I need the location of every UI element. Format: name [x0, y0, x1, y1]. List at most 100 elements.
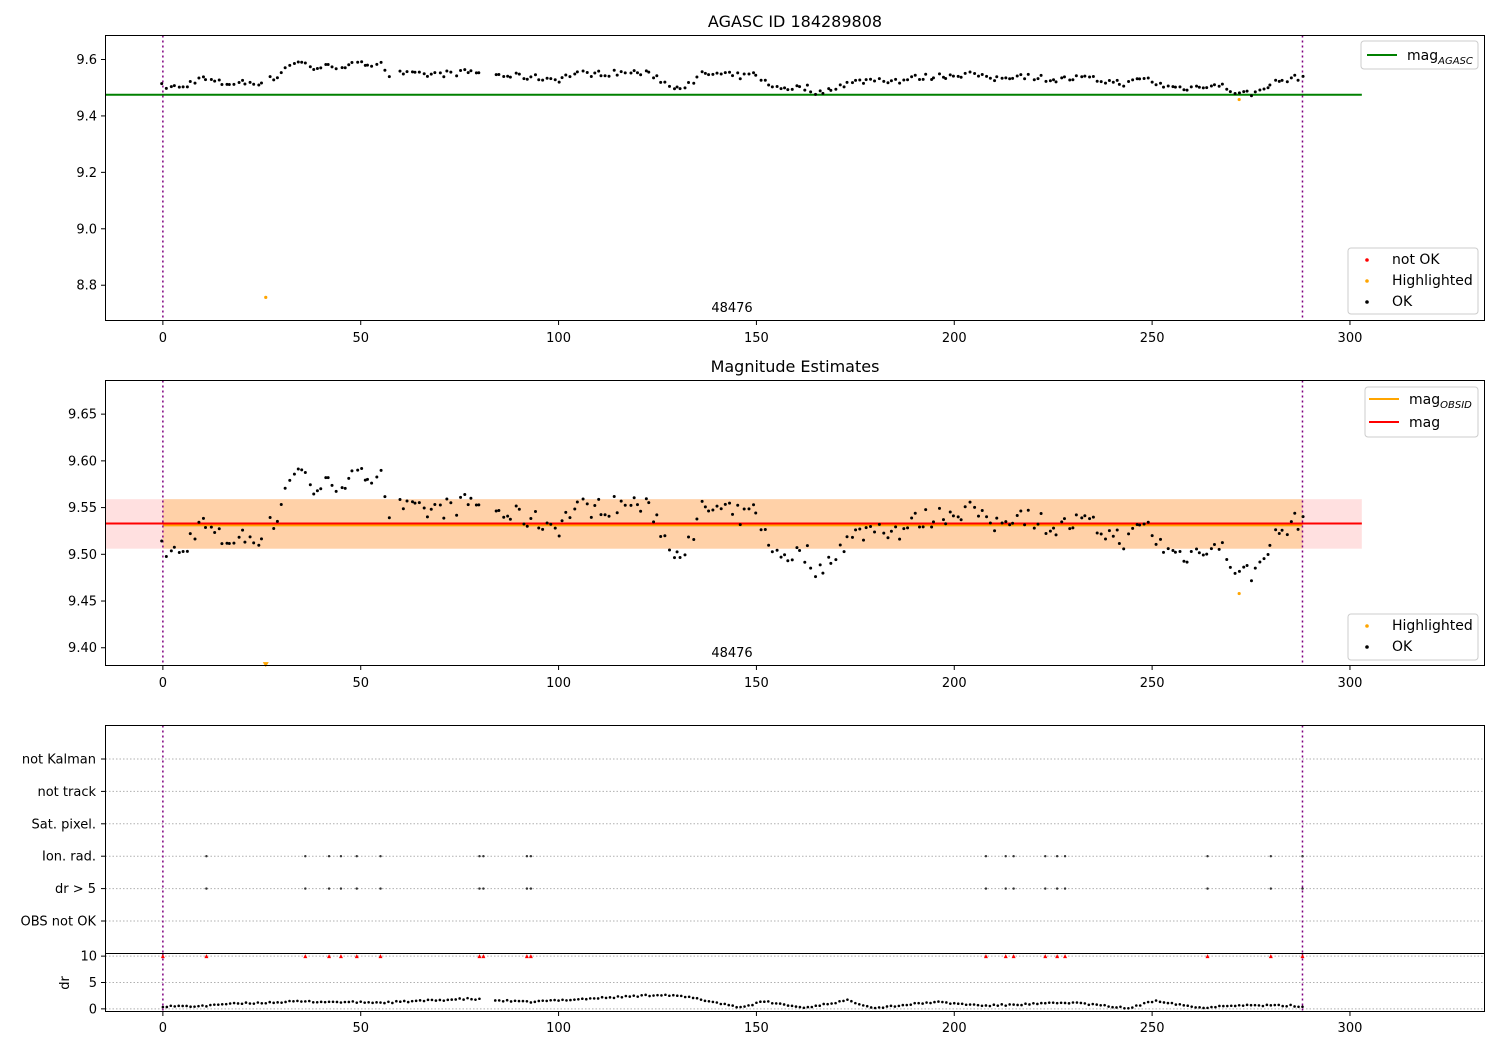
ok-point — [1212, 83, 1216, 87]
dr-clipped-marker — [378, 954, 383, 959]
estimates-title: Magnitude Estimates — [711, 357, 880, 376]
dr-point — [660, 994, 663, 997]
dr-point — [846, 998, 849, 1001]
dr-point — [1138, 1004, 1142, 1007]
ok-point — [711, 72, 715, 76]
dr-point — [1071, 1001, 1075, 1004]
ok-point — [829, 561, 833, 565]
ok-point — [1245, 563, 1249, 567]
ok-point — [635, 71, 639, 75]
dr-point — [173, 1005, 177, 1008]
dr-point — [1273, 1003, 1277, 1007]
dr-point — [1245, 1003, 1249, 1007]
ok-point — [995, 75, 999, 79]
dr-point — [715, 1001, 719, 1004]
dr-point — [877, 1006, 881, 1009]
agasc-ok-points — [160, 60, 1305, 98]
dr-point — [838, 999, 841, 1003]
ok-point — [976, 514, 980, 518]
dr-point — [581, 997, 584, 1001]
ok-point — [1154, 83, 1158, 87]
dr-clipped-marker — [524, 954, 529, 959]
estimates-line-legend: magOBSID mag — [1364, 386, 1479, 438]
dr-point — [964, 1003, 968, 1007]
ok-point — [1071, 78, 1075, 82]
ok-point — [707, 509, 711, 513]
legend-not-ok-marker — [1365, 258, 1369, 262]
dr-point — [834, 1001, 837, 1005]
dr-axes-frame — [105, 953, 1485, 1012]
dr-point — [1115, 1006, 1118, 1009]
ok-point — [1293, 511, 1297, 515]
ok-point — [188, 532, 192, 536]
dr-point — [588, 997, 592, 1000]
flag-point — [482, 887, 485, 890]
ok-point — [560, 76, 564, 80]
ok-point — [703, 71, 707, 75]
ok-point — [930, 525, 934, 529]
ok-point — [639, 509, 643, 513]
ok-point — [370, 481, 374, 485]
ok-point — [1026, 508, 1030, 512]
ok-point — [719, 507, 723, 511]
dr-point — [1154, 999, 1158, 1002]
ok-point — [838, 543, 842, 547]
dr-point — [454, 998, 457, 1001]
ok-point — [469, 496, 473, 500]
dr-point — [751, 1003, 754, 1007]
ok-point — [1185, 88, 1189, 92]
ok-point — [466, 503, 470, 507]
dr-point — [323, 1000, 327, 1004]
ok-point — [667, 84, 671, 88]
ok-point — [220, 542, 224, 546]
ok-point — [1099, 80, 1103, 84]
dr-point — [774, 1002, 778, 1005]
ok-point — [252, 82, 256, 86]
ok-point — [1127, 532, 1131, 536]
dr-point — [747, 1004, 750, 1007]
ok-point — [1019, 509, 1023, 513]
ok-point — [227, 542, 231, 546]
dr-point — [858, 1002, 861, 1006]
ok-point — [350, 61, 354, 65]
ok-point — [723, 71, 727, 75]
dr-point — [1257, 1004, 1261, 1007]
ok-point — [1062, 517, 1066, 521]
dr-point — [1174, 1003, 1178, 1006]
dr-point — [569, 998, 572, 1002]
ok-point — [715, 71, 719, 75]
dr-point — [612, 996, 616, 1000]
dr-point — [905, 1003, 909, 1007]
ok-point — [1150, 534, 1154, 538]
dr-point — [573, 998, 576, 1001]
ok-point — [213, 530, 217, 534]
ok-point — [1245, 89, 1249, 93]
ok-point — [1004, 520, 1008, 524]
ok-point — [557, 534, 561, 538]
ok-point — [259, 537, 263, 541]
ok-point — [1162, 550, 1166, 554]
flag-point — [1301, 887, 1304, 890]
dr-point — [161, 1005, 165, 1009]
ok-point — [889, 529, 893, 533]
x-tick-label: 100 — [546, 676, 571, 691]
ok-point — [340, 486, 344, 490]
dr-point — [1198, 1006, 1201, 1009]
dr-point — [442, 999, 446, 1002]
flag-point — [1012, 887, 1015, 890]
ok-point — [695, 517, 699, 521]
ok-point — [752, 503, 756, 507]
dr-point — [553, 998, 556, 1002]
dr-point — [296, 999, 299, 1003]
ok-point — [545, 521, 549, 525]
y-tick-label: 9.2 — [76, 166, 97, 181]
ok-point — [379, 468, 383, 472]
ok-point — [193, 81, 197, 85]
ok-point — [854, 78, 858, 82]
flag-point — [355, 855, 358, 858]
dr-point — [383, 1001, 386, 1005]
ok-point — [160, 82, 164, 86]
dr-point — [664, 993, 667, 997]
ok-point — [809, 566, 813, 570]
ok-point — [549, 522, 553, 526]
